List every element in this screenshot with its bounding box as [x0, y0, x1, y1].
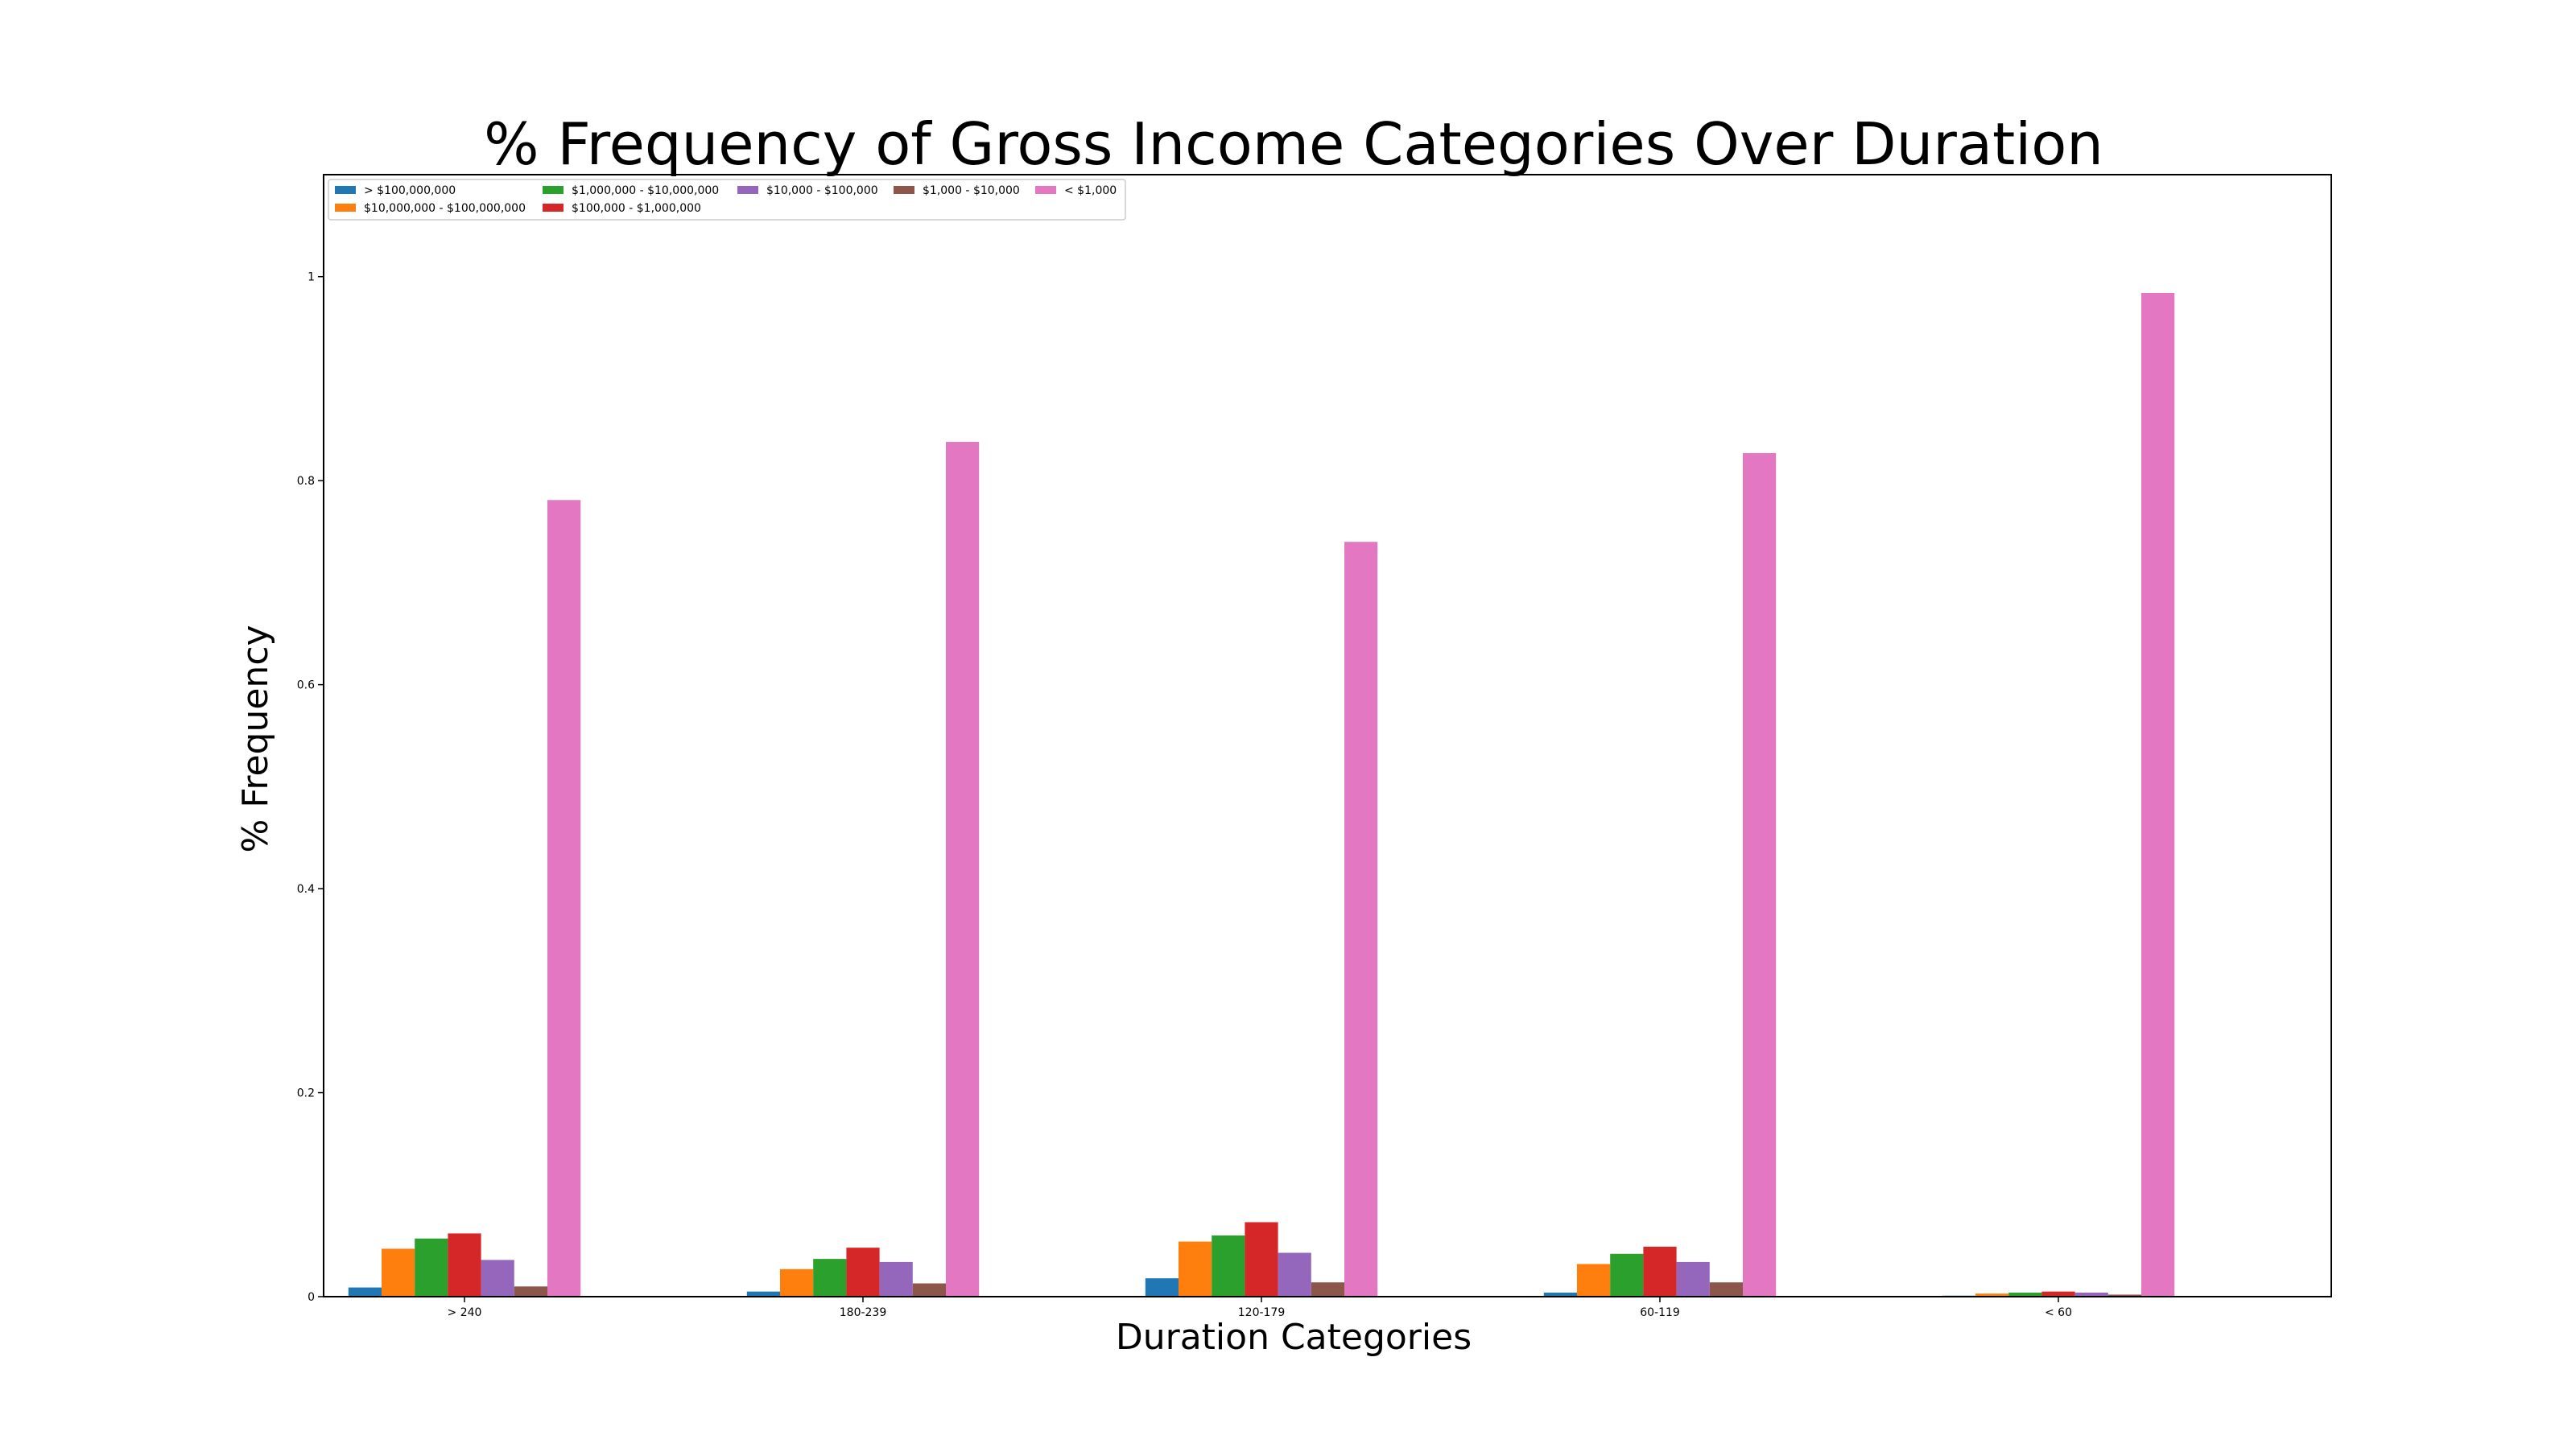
legend-swatch [894, 186, 914, 194]
bar [946, 442, 980, 1297]
legend-swatch [543, 186, 564, 194]
bar [448, 1233, 481, 1297]
legend-label: > $100,000,000 [364, 184, 456, 197]
bar [382, 1248, 415, 1297]
legend-label: $10,000,000 - $100,000,000 [364, 202, 526, 215]
bar [1543, 1292, 1577, 1297]
x-tick-label: 180-239 [840, 1306, 887, 1319]
bar [415, 1238, 448, 1297]
legend-label: $100,000 - $1,000,000 [572, 202, 701, 215]
legend-swatch [543, 204, 564, 212]
chart-title: % Frequency of Gross Income Categories O… [484, 110, 2103, 178]
bar [1610, 1253, 1644, 1297]
bar [481, 1260, 514, 1297]
bar [780, 1268, 814, 1297]
legend: > $100,000,000 $10,000,000 - $100,000,000… [328, 179, 1126, 221]
y-tick-label: 0.4 [297, 883, 315, 896]
x-tick-label: > 240 [448, 1306, 482, 1319]
y-axis-label: % Frequency [235, 625, 276, 852]
bar [1577, 1264, 1611, 1297]
legend-swatch [335, 204, 356, 212]
bar [746, 1291, 780, 1297]
plot-frame [323, 174, 2332, 1297]
ticks-layer: 0 0.2 0.4 0.6 0.8 1 > 240 180-239 120-179 60-119 <… [297, 271, 2072, 1319]
bar [1179, 1241, 1212, 1297]
bar [2041, 1291, 2075, 1297]
y-tick-label: 0.6 [297, 679, 315, 692]
bar [2141, 293, 2175, 1297]
bar [1975, 1293, 2009, 1297]
bar [1311, 1282, 1344, 1297]
bars-layer [348, 293, 2175, 1297]
bar [1743, 452, 1777, 1297]
bar [2107, 1294, 2141, 1297]
bar [348, 1287, 382, 1297]
bar [912, 1283, 946, 1297]
bar [1245, 1222, 1278, 1297]
legend-swatch [335, 186, 356, 194]
bar [1643, 1246, 1677, 1297]
bar [547, 500, 581, 1297]
y-tick-label: 1 [308, 271, 315, 284]
legend-frame [328, 179, 1126, 221]
y-tick-label: 0.2 [297, 1087, 315, 1100]
bar [1278, 1252, 1311, 1297]
bar [1212, 1235, 1245, 1297]
bar [846, 1248, 880, 1297]
bar [1709, 1282, 1743, 1297]
bar [813, 1259, 847, 1297]
bar [514, 1286, 547, 1297]
x-tick-label: 120-179 [1238, 1306, 1286, 1319]
y-tick-label: 0 [308, 1291, 315, 1304]
bar [1145, 1278, 1179, 1297]
legend-label: $10,000 - $100,000 [766, 184, 878, 197]
legend-swatch [1035, 186, 1056, 194]
bar [2074, 1292, 2108, 1297]
bar [2008, 1292, 2042, 1297]
x-tick-label: < 60 [2045, 1306, 2072, 1319]
y-tick-label: 0.8 [297, 475, 315, 488]
legend-swatch [737, 186, 758, 194]
x-axis-label: Duration Categories [1116, 1317, 1472, 1358]
bar [1676, 1261, 1710, 1297]
bar [1344, 542, 1378, 1297]
legend-label: < $1,000 [1064, 184, 1117, 197]
x-tick-label: 60-119 [1640, 1306, 1680, 1319]
bar [879, 1261, 913, 1297]
legend-label: $1,000 - $10,000 [923, 184, 1020, 197]
legend-label: $1,000,000 - $10,000,000 [572, 184, 719, 197]
